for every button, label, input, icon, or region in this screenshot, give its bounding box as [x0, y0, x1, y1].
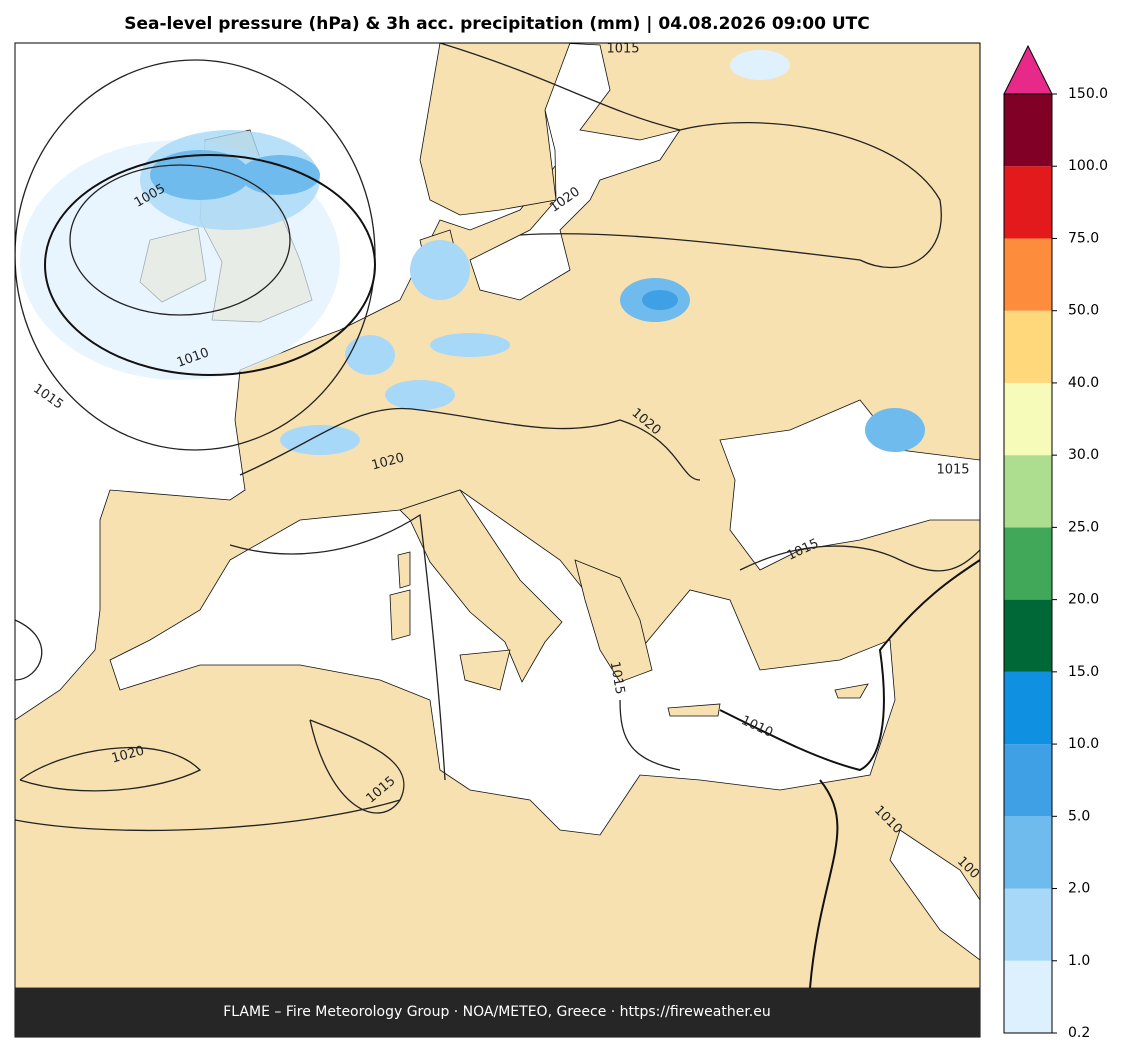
colorbar-segment: [1004, 888, 1052, 961]
colorbar-tick-label: 1.0: [1068, 953, 1090, 969]
isobar-label: 1015: [936, 463, 969, 478]
sardinia: [389, 589, 411, 641]
corsica: [397, 551, 411, 589]
colorbar-tick-label: 2.0: [1068, 881, 1090, 897]
colorbar-segment: [1004, 960, 1052, 1033]
isobar-label: 1015: [606, 42, 639, 57]
colorbar-segment: [1004, 94, 1052, 167]
isobars: [15, 43, 980, 988]
colorbar-segment: [1004, 166, 1052, 239]
colorbar: 0.2 1.0 2.0 5.0 10.0 15.0 20.0 25.0 30.0 40.0 50.0…: [1003, 44, 1108, 1041]
colorbar-tick-label: 50.0: [1068, 303, 1099, 319]
colorbar-tick-label: 30.0: [1068, 447, 1099, 463]
colorbar-tick-label: 25.0: [1068, 519, 1099, 535]
colorbar-segment: [1004, 744, 1052, 817]
colorbar-tick-label: 40.0: [1068, 375, 1099, 391]
black-sea: [719, 399, 980, 571]
isobar-label: 1015: [607, 660, 628, 695]
colorbar-frame: [1003, 93, 1053, 1034]
colorbar-segment: [1004, 599, 1052, 672]
colorbar-tick-label: 10.0: [1068, 736, 1099, 752]
colorbar-tick-label: 150.0: [1068, 86, 1108, 102]
crete: [667, 703, 721, 717]
colorbar-tick-label: 75.0: [1068, 230, 1099, 246]
greece: [574, 559, 653, 683]
colorbar-segment: [1004, 816, 1052, 889]
colorbar-tick-label: 15.0: [1068, 664, 1099, 680]
cyprus: [834, 683, 869, 699]
map: 1015 1020 1005 1010 1015 1020 1020 1015 …: [15, 42, 980, 988]
colorbar-segment: [1004, 382, 1052, 456]
scandinavia: [419, 43, 571, 216]
red-sea: [889, 829, 980, 961]
colorbar-segment: [1004, 527, 1052, 600]
colorbar-tick-label: 5.0: [1068, 808, 1090, 824]
footer-bar: [15, 988, 980, 1037]
colorbar-tick-label: 100.0: [1068, 158, 1108, 174]
italy: [399, 489, 563, 683]
precipitation: [20, 50, 925, 455]
colorbar-segment: [1004, 455, 1052, 528]
colorbar-tick-label: 20.0: [1068, 592, 1099, 608]
colorbar-segment: [1004, 238, 1052, 311]
colorbar-extend: [1003, 44, 1053, 95]
colorbar-tick-label: 0.2: [1068, 1025, 1090, 1041]
colorbar-segment: [1004, 310, 1052, 383]
sicily: [459, 649, 511, 691]
colorbar-segment: [1004, 671, 1052, 745]
footer-text: FLAME – Fire Meteorology Group · NOA/MET…: [223, 1004, 771, 1020]
map-title: Sea-level pressure (hPa) & 3h acc. preci…: [124, 14, 870, 34]
